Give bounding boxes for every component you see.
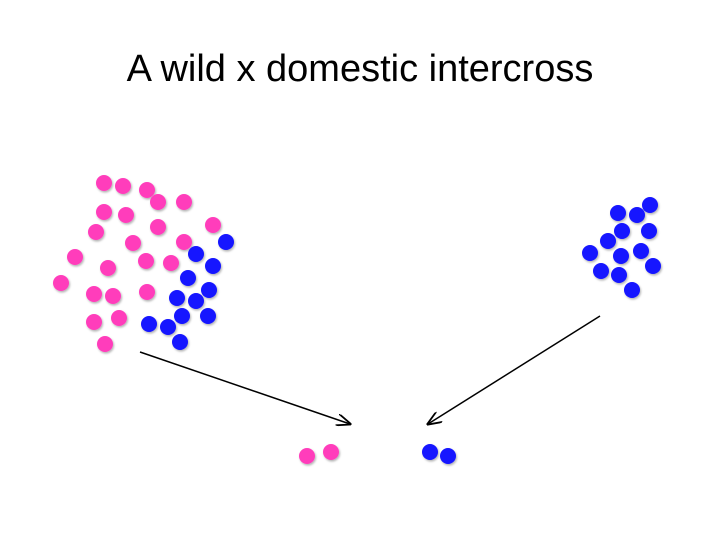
domestic-dot [624, 282, 640, 298]
domestic-dot [169, 290, 185, 306]
wild-dot [125, 235, 141, 251]
domestic-dot [141, 316, 157, 332]
offspring-domestic-dot [440, 448, 456, 464]
wild-dot [138, 253, 154, 269]
wild-dot [205, 217, 221, 233]
wild-dot [86, 286, 102, 302]
wild-dot [96, 175, 112, 191]
wild-dot [88, 224, 104, 240]
domestic-dot [582, 245, 598, 261]
wild-dot [150, 194, 166, 210]
domestic-dot [200, 308, 216, 324]
wild-dot [97, 336, 113, 352]
domestic-dot [611, 267, 627, 283]
domestic-dot [629, 207, 645, 223]
wild-dot [139, 284, 155, 300]
domestic-dot [188, 246, 204, 262]
wild-dot [118, 207, 134, 223]
arrow-left [139, 351, 350, 424]
wild-dot [96, 204, 112, 220]
domestic-dot [641, 223, 657, 239]
domestic-dot [645, 258, 661, 274]
offspring-wild-dot [323, 444, 339, 460]
domestic-dot [172, 334, 188, 350]
domestic-dot [218, 234, 234, 250]
slide-title: A wild x domestic intercross [126, 48, 594, 90]
wild-dot [176, 194, 192, 210]
wild-dot [111, 310, 127, 326]
domestic-dot [174, 308, 190, 324]
wild-dot [150, 219, 166, 235]
offspring-wild-dot [299, 448, 315, 464]
wild-dot [105, 288, 121, 304]
domestic-dot [600, 233, 616, 249]
domestic-dot [633, 243, 649, 259]
domestic-dot [593, 263, 609, 279]
wild-dot [86, 314, 102, 330]
arrow-right [428, 315, 601, 424]
wild-dot [139, 182, 155, 198]
domestic-dot [614, 223, 630, 239]
wild-dot [163, 255, 179, 271]
domestic-dot [613, 248, 629, 264]
domestic-dot [642, 197, 658, 213]
domestic-dot [188, 293, 204, 309]
domestic-dot [201, 282, 217, 298]
offspring-domestic-dot [422, 444, 438, 460]
wild-dot [67, 249, 83, 265]
wild-dot [53, 275, 69, 291]
domestic-dot [205, 258, 221, 274]
wild-dot [115, 178, 131, 194]
wild-dot [176, 234, 192, 250]
wild-dot [100, 260, 116, 276]
domestic-dot [610, 205, 626, 221]
domestic-dot [160, 319, 176, 335]
domestic-dot [180, 270, 196, 286]
